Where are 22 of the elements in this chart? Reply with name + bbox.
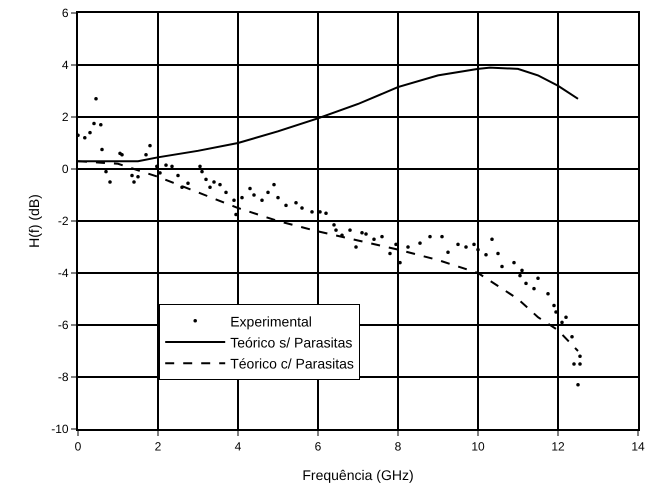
- x-tick-label: 8: [394, 439, 402, 454]
- x-tick-label: 4: [234, 439, 242, 454]
- y-tick-label: -6: [58, 318, 69, 332]
- x-tick-label: 14: [631, 439, 645, 454]
- legend-label: Téorico c/ Parasitas: [230, 356, 354, 372]
- legend-label: Teórico s/ Parasitas: [230, 334, 352, 350]
- y-tick-label: -2: [58, 214, 69, 228]
- x-axis-title: Frequência (GHz): [302, 467, 414, 484]
- x-tick-label: 2: [154, 439, 162, 454]
- y-tick-label: 4: [62, 58, 69, 72]
- x-tick-label: 10: [471, 439, 485, 454]
- y-tick-label: 6: [62, 6, 69, 20]
- legend-label: Experimental: [230, 313, 312, 330]
- x-tick-label: 6: [314, 439, 322, 454]
- y-tick-label: 0: [62, 162, 69, 176]
- y-tick-label: 2: [62, 110, 69, 124]
- y-tick-label: -8: [58, 370, 69, 384]
- x-tick-label: 0: [74, 439, 82, 454]
- y-axis-title: H(f) (dB): [26, 194, 42, 248]
- y-tick-label: -10: [51, 422, 69, 436]
- x-tick-label: 12: [551, 439, 565, 454]
- y-tick-label: -4: [58, 266, 69, 280]
